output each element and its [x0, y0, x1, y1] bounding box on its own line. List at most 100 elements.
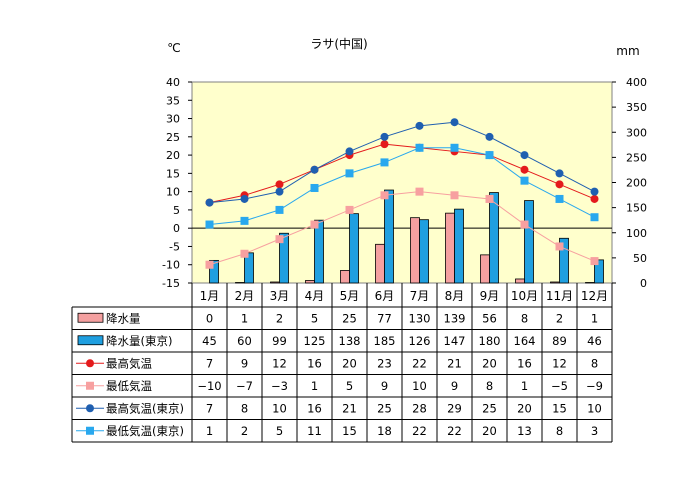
right-axis-tick-label: 50	[633, 252, 647, 265]
bar-precip-lhasa	[550, 281, 560, 284]
bar-precip-lhasa	[585, 282, 595, 284]
point-max-temp-tokyo	[555, 169, 564, 178]
point-max-temp-tokyo	[205, 198, 214, 207]
left-axis-tick-label: 20	[166, 149, 180, 162]
table-cell: 22	[412, 424, 427, 438]
month-label: 6月	[375, 289, 395, 303]
bar-precip-tokyo	[489, 192, 499, 284]
point-max-temp-lhasa	[590, 194, 599, 203]
month-label: 3月	[270, 289, 290, 303]
bar-precip-lhasa	[445, 212, 455, 284]
point-min-temp-lhasa	[345, 205, 354, 214]
table-cell: 45	[202, 334, 217, 348]
line-min-temp-tokyo	[209, 147, 595, 226]
point-min-temp-lhasa	[485, 194, 494, 203]
table-cell: 185	[374, 334, 396, 348]
table-cell: 5	[276, 424, 283, 438]
table-cell: −5	[551, 379, 568, 393]
bar-precip-tokyo	[559, 237, 569, 284]
table-cell: 147	[444, 334, 466, 348]
table-cell: 0	[206, 311, 213, 325]
table-cell: 139	[444, 311, 466, 325]
table-cell: 29	[447, 401, 462, 415]
point-max-temp-tokyo	[310, 165, 319, 174]
legend-key	[86, 404, 94, 413]
bar-precip-tokyo	[454, 208, 464, 284]
left-axis-tick-label: -15	[162, 277, 180, 290]
bar-precip-lhasa	[305, 280, 315, 284]
table-cell: 126	[409, 334, 431, 348]
table-cell: 11	[307, 424, 322, 438]
table-cell: −10	[197, 379, 221, 393]
right-axis-tick-label: 350	[626, 101, 647, 114]
point-max-temp-tokyo	[275, 187, 284, 196]
month-label: 11月	[546, 289, 573, 303]
bar-precip-lhasa	[235, 282, 245, 284]
point-min-temp-tokyo	[275, 205, 284, 214]
point-min-temp-tokyo	[240, 216, 249, 225]
table-cell: 15	[552, 401, 567, 415]
legend-key	[77, 335, 104, 346]
right-axis-tick-label: 0	[640, 277, 647, 290]
table-cell: 7	[206, 356, 213, 370]
table-cell: 16	[517, 356, 532, 370]
bar-precip-tokyo	[524, 200, 534, 284]
left-axis-tick-label: 10	[166, 186, 180, 199]
point-min-temp-lhasa	[520, 220, 529, 229]
table-cell: 20	[342, 356, 357, 370]
point-max-temp-lhasa	[275, 180, 284, 189]
table-cell: 180	[479, 334, 501, 348]
table-cell: 23	[377, 356, 392, 370]
bar-precip-lhasa	[480, 254, 490, 284]
point-min-temp-tokyo	[555, 194, 564, 203]
bar-precip-tokyo	[244, 252, 254, 284]
month-label: 5月	[340, 289, 360, 303]
table-cell: 2	[276, 311, 283, 325]
table-cell: 8	[486, 379, 493, 393]
bar-precip-tokyo	[419, 219, 429, 284]
point-max-temp-tokyo	[415, 121, 424, 130]
point-min-temp-tokyo	[450, 143, 459, 152]
right-axis-tick-label: 250	[626, 151, 647, 164]
table-cell: 125	[304, 334, 326, 348]
table-cell: 8	[241, 401, 248, 415]
table-cell: 2	[556, 311, 563, 325]
table-cell: 164	[514, 334, 536, 348]
table-cell: 60	[237, 334, 252, 348]
table-cell: 9	[381, 379, 388, 393]
left-axis-tick-label: 40	[166, 76, 180, 89]
table-cell: 13	[517, 424, 532, 438]
right-axis-unit: mm	[616, 44, 639, 58]
bar-precip-tokyo	[349, 213, 359, 284]
point-min-temp-lhasa	[205, 260, 214, 269]
table-cell: 20	[482, 356, 497, 370]
month-label: 12月	[581, 289, 608, 303]
table-cell: 20	[482, 424, 497, 438]
point-max-temp-tokyo	[380, 132, 389, 141]
bar-precip-tokyo	[279, 232, 289, 284]
table-cell: 3	[591, 424, 598, 438]
point-min-temp-tokyo	[380, 158, 389, 167]
table-cell: 2	[241, 424, 248, 438]
table-cell: 89	[552, 334, 567, 348]
point-min-temp-lhasa	[590, 257, 599, 266]
point-min-temp-lhasa	[555, 242, 564, 251]
bar-precip-tokyo	[384, 189, 394, 284]
table-cell: 10	[412, 379, 427, 393]
table-cell: 9	[241, 356, 248, 370]
table-cell: 22	[447, 424, 462, 438]
point-min-temp-lhasa	[415, 187, 424, 196]
bar-precip-lhasa	[270, 281, 280, 284]
point-max-temp-tokyo	[240, 194, 249, 203]
right-axis-tick-label: 300	[626, 126, 647, 139]
table-cell: 5	[311, 311, 318, 325]
table-cell: 1	[591, 311, 598, 325]
month-label: 7月	[410, 289, 430, 303]
legend-label: 降水量(東京)	[106, 334, 172, 348]
table-cell: 22	[412, 356, 427, 370]
line-max-temp-lhasa	[209, 143, 595, 204]
bar-precip-lhasa	[410, 217, 420, 284]
bar-precip-lhasa	[515, 278, 525, 284]
table-cell: 77	[377, 311, 392, 325]
point-max-temp-tokyo	[520, 151, 529, 160]
